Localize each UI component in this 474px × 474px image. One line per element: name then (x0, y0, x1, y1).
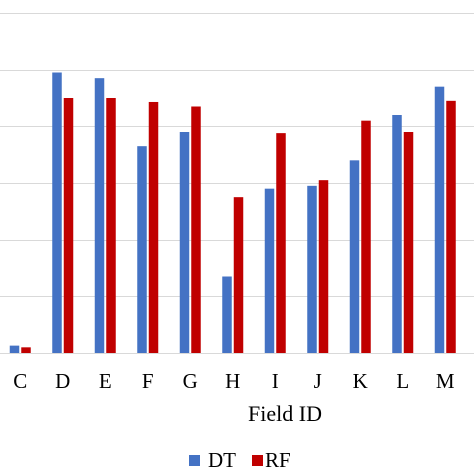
bar-rf-k (361, 120, 371, 353)
x-tick-label-e: E (99, 369, 112, 393)
bar-dt-g (179, 132, 190, 353)
bar-rf-g (191, 106, 201, 353)
bar-dt-d (52, 72, 62, 353)
bar-rf-j (318, 180, 329, 353)
x-tick-label-c: C (13, 369, 27, 393)
x-tick-label-k: K (353, 369, 368, 393)
bar-dt-e (94, 78, 105, 354)
bar-rf-d (63, 98, 74, 353)
bar-dt-c (9, 345, 20, 353)
legend-swatch-rf (252, 455, 263, 466)
bar-dt-j (307, 185, 317, 353)
x-tick-label-l: L (396, 369, 409, 393)
x-tick-label-j: J (314, 369, 322, 393)
bar-rf-l (403, 132, 414, 353)
legend-label-dt: DT (208, 448, 236, 472)
legend-swatch-dt (189, 455, 200, 466)
bar-rf-e (106, 98, 116, 353)
bar-rf-m (446, 100, 456, 353)
x-tick-label-g: G (183, 369, 198, 393)
bars (9, 72, 456, 354)
bar-dt-l (392, 115, 402, 353)
x-tick-label-m: M (436, 369, 455, 393)
bar-dt-f (137, 146, 147, 353)
bar-dt-m (434, 86, 445, 354)
legend: DT RF (189, 448, 291, 472)
x-tick-labels: C D E F G H I J K L M (13, 369, 455, 393)
bar-dt-i (264, 188, 275, 353)
x-tick-label-i: I (272, 369, 279, 393)
bar-dt-h (222, 276, 232, 353)
bar-rf-f (148, 101, 159, 353)
bar-dt-k (349, 160, 360, 353)
x-tick-label-f: F (142, 369, 154, 393)
x-tick-label-h: H (225, 369, 240, 393)
bar-rf-h (233, 197, 244, 353)
x-axis-title: Field ID (248, 401, 322, 426)
bar-rf-c (21, 347, 31, 353)
legend-label-rf: RF (265, 448, 291, 472)
bar-rf-i (276, 133, 286, 353)
x-tick-label-d: D (55, 369, 70, 393)
